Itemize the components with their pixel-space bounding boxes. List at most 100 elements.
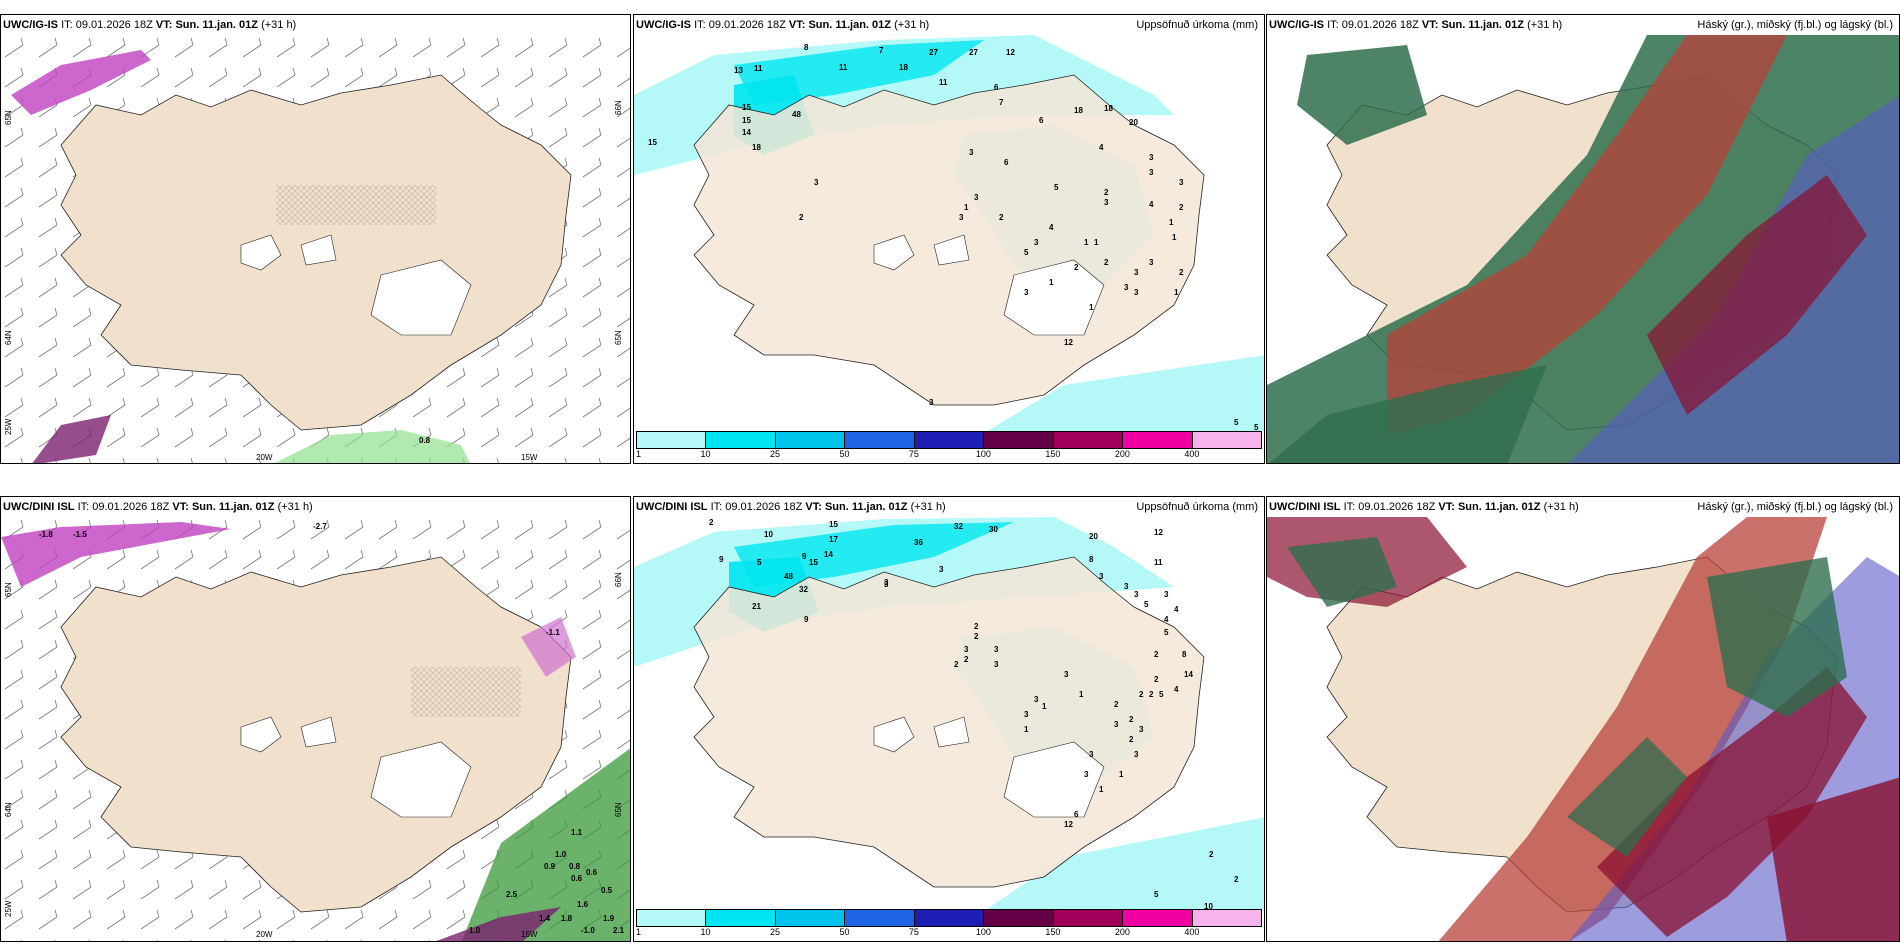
svg-text:7: 7	[879, 46, 884, 55]
svg-text:11: 11	[754, 64, 763, 73]
svg-text:3: 3	[964, 645, 969, 654]
cloud-map	[1267, 517, 1899, 941]
svg-text:15: 15	[829, 520, 838, 529]
svg-text:12: 12	[1064, 338, 1073, 347]
svg-text:18: 18	[1104, 104, 1113, 113]
colorbar-swatch	[1192, 910, 1261, 926]
colorbar-swatch	[706, 432, 776, 448]
svg-text:2.1: 2.1	[613, 926, 625, 935]
vt-value: Sun. 11.jan. 01Z	[175, 19, 258, 31]
svg-text:30: 30	[989, 525, 998, 534]
svg-text:8: 8	[804, 43, 809, 52]
svg-text:5: 5	[1024, 248, 1029, 257]
svg-text:20: 20	[1089, 532, 1098, 541]
precip-area-nw	[1, 522, 231, 587]
svg-text:-1.0: -1.0	[581, 926, 595, 935]
svg-text:5: 5	[1144, 600, 1149, 609]
svg-text:3: 3	[939, 565, 944, 574]
vt-label: VT:	[155, 19, 173, 31]
svg-text:3: 3	[1124, 283, 1129, 292]
svg-text:64N: 64N	[4, 330, 13, 345]
model-name: UWC/IG-IS	[636, 19, 691, 31]
svg-text:17: 17	[829, 535, 838, 544]
svg-text:3: 3	[959, 213, 964, 222]
colorbar-swatch	[845, 432, 915, 448]
svg-text:20W: 20W	[256, 930, 273, 939]
lead-time: (+31 h)	[261, 19, 297, 31]
svg-text:10: 10	[764, 530, 773, 539]
svg-text:1.0: 1.0	[469, 926, 481, 935]
svg-text:1.6: 1.6	[577, 900, 589, 909]
svg-text:3: 3	[1134, 590, 1139, 599]
svg-text:5: 5	[757, 558, 762, 567]
svg-text:66N: 66N	[614, 100, 623, 115]
svg-text:1.1: 1.1	[571, 828, 583, 837]
svg-text:64N: 64N	[4, 802, 13, 817]
panel-header: UWC/DINI ISL IT: 09.01.2026 18Z VT: Sun.…	[634, 497, 1264, 517]
model-name: UWC/IG-IS	[3, 19, 58, 31]
svg-text:9: 9	[804, 615, 809, 624]
svg-text:65N: 65N	[4, 110, 13, 125]
high-cloud-area	[1707, 557, 1847, 717]
svg-text:3: 3	[969, 148, 974, 157]
colorbar-swatch	[1053, 910, 1124, 926]
value-label: 0.8	[419, 436, 431, 445]
svg-text:3: 3	[1149, 153, 1154, 162]
svg-text:4: 4	[1049, 223, 1054, 232]
svg-text:3: 3	[994, 660, 999, 669]
svg-text:7: 7	[999, 98, 1004, 107]
svg-text:25W: 25W	[4, 418, 13, 435]
model-name: UWC/DINI ISL	[1269, 501, 1341, 513]
svg-text:2: 2	[1154, 675, 1159, 684]
panel-variable: Háský (gr.), miðský (fj.bl.) og lágský (…	[1697, 501, 1893, 513]
svg-text:15: 15	[742, 103, 751, 112]
panel-variable: Uppsöfnuð úrkoma (mm)	[1136, 501, 1258, 513]
svg-text:2.5: 2.5	[506, 890, 518, 899]
map-panel-bottom-right: UWC/DINI ISL IT: 09.01.2026 18Z VT: Sun.…	[1266, 496, 1900, 942]
precip-map: 2 10 9 15 32 30 20 12 17 36 14 9 5 15 48…	[634, 517, 1264, 911]
svg-text:2: 2	[1139, 690, 1144, 699]
svg-text:1: 1	[1089, 303, 1094, 312]
svg-text:11: 11	[939, 78, 948, 87]
svg-text:2: 2	[999, 213, 1004, 222]
svg-text:25W: 25W	[4, 900, 13, 917]
svg-text:1: 1	[964, 203, 969, 212]
iceland-landmass	[60, 74, 572, 431]
map-panel-top-middle: UWC/IG-IS IT: 09.01.2026 18Z VT: Sun. 11…	[633, 14, 1265, 464]
it-label: IT:	[61, 19, 73, 31]
svg-text:66N: 66N	[614, 572, 623, 587]
svg-text:12: 12	[1006, 48, 1015, 57]
svg-text:4: 4	[1164, 615, 1169, 624]
colorbar-ticks: 1 10 25 50 75 100 150 200 400	[636, 927, 1200, 937]
svg-text:15: 15	[809, 558, 818, 567]
svg-text:32: 32	[954, 522, 963, 531]
svg-text:2: 2	[974, 622, 979, 631]
svg-text:14: 14	[742, 128, 751, 137]
colorbar-swatch	[914, 432, 985, 448]
wind-map: -1.8 -1.5 -2.7 -1.1 1.1 1.0 0.9 0.8 0.6 …	[1, 517, 630, 941]
precip-value-labels: 8 7 27 27 12 18 11 11 13 15 11 6 7 18 18…	[648, 43, 1259, 432]
svg-text:1.9: 1.9	[603, 914, 615, 923]
svg-text:1: 1	[1084, 238, 1089, 247]
colorbar-swatch	[1123, 910, 1193, 926]
panel-header: UWC/IG-IS IT: 09.01.2026 18Z VT: Sun. 11…	[1, 15, 630, 35]
colorbar-swatch	[984, 910, 1054, 926]
svg-text:3: 3	[1034, 695, 1039, 704]
svg-text:15: 15	[742, 116, 751, 125]
svg-text:3: 3	[1064, 670, 1069, 679]
svg-text:2: 2	[1149, 690, 1154, 699]
svg-text:18: 18	[752, 143, 761, 152]
panel-header: UWC/DINI ISL IT: 09.01.2026 18Z VT: Sun.…	[1, 497, 630, 517]
svg-text:1: 1	[1119, 770, 1124, 779]
svg-text:1: 1	[1099, 785, 1104, 794]
colorbar-swatch	[775, 432, 846, 448]
svg-text:3: 3	[884, 578, 889, 587]
svg-text:18: 18	[1074, 106, 1083, 115]
svg-text:27: 27	[929, 48, 938, 57]
colorbar-swatches	[636, 909, 1262, 927]
svg-text:12: 12	[1154, 528, 1163, 537]
model-name: UWC/IG-IS	[1269, 19, 1324, 31]
svg-text:1: 1	[1049, 278, 1054, 287]
svg-text:4: 4	[1149, 200, 1154, 209]
svg-text:5: 5	[1234, 418, 1239, 427]
